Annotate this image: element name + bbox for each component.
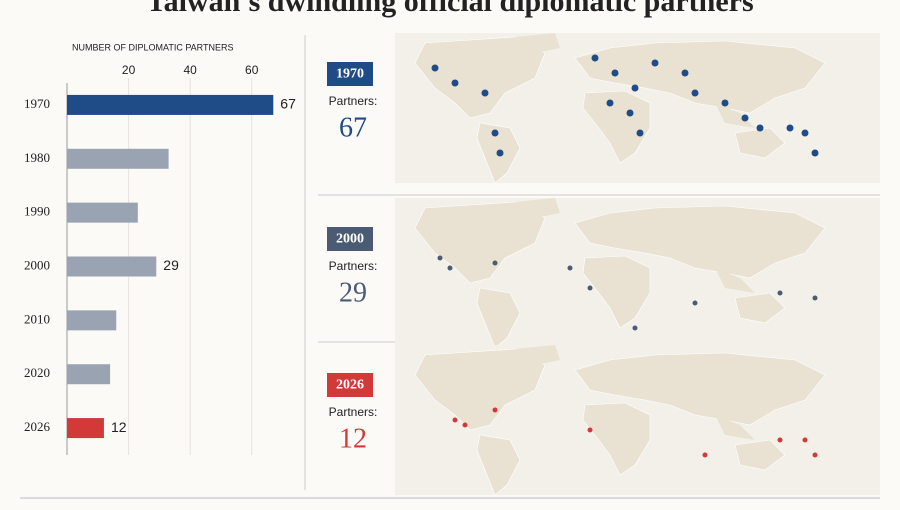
bar (67, 364, 111, 385)
world-map (394, 344, 881, 496)
panel-label: Partners: (329, 94, 378, 108)
partner-marker (786, 124, 794, 132)
panel-value: 67 (339, 112, 367, 143)
panel-label: Partners: (329, 405, 378, 419)
partner-marker (777, 290, 783, 296)
partner-marker (492, 407, 498, 413)
partner-marker (812, 295, 818, 301)
panel-value: 29 (339, 277, 367, 308)
x-tick-label: 60 (245, 63, 259, 77)
x-tick-label: 20 (122, 63, 136, 77)
axis-label: NUMBER OF DIPLOMATIC PARTNERS (72, 42, 234, 52)
partner-marker (431, 64, 439, 72)
partner-marker (481, 89, 489, 97)
partner-marker (691, 89, 699, 97)
partner-marker (811, 149, 819, 157)
partner-marker (452, 417, 458, 423)
partner-marker (631, 84, 639, 92)
partner-marker (802, 437, 808, 443)
partner-marker (692, 300, 698, 306)
panel-year: 2026 (336, 378, 364, 393)
partner-marker (741, 114, 749, 122)
panel-label: Partners: (329, 259, 378, 273)
partner-marker (611, 69, 619, 77)
partner-marker (491, 129, 499, 137)
year-box (327, 227, 373, 251)
partner-marker (451, 79, 459, 87)
partner-marker (587, 427, 593, 433)
y-tick-label: 2000 (24, 257, 50, 272)
partner-marker (702, 452, 708, 458)
bar (67, 202, 138, 223)
panel-year: 1970 (336, 67, 364, 82)
value-label: 12 (111, 419, 127, 435)
partner-marker (651, 59, 659, 67)
panel-year: 2000 (336, 232, 364, 247)
bar (67, 256, 157, 277)
panel-value: 12 (339, 423, 367, 454)
bar (67, 418, 104, 439)
y-tick-label: 1990 (24, 204, 50, 219)
x-tick-label: 40 (183, 63, 197, 77)
partner-marker (591, 54, 599, 62)
world-map (394, 197, 881, 349)
y-tick-label: 1970 (24, 96, 50, 111)
bar (67, 148, 169, 169)
partner-marker (447, 265, 453, 271)
partner-marker (462, 422, 468, 428)
partner-marker (756, 124, 764, 132)
partner-marker (567, 265, 573, 271)
partner-marker (801, 129, 809, 137)
partner-marker (777, 437, 783, 443)
partner-marker (812, 452, 818, 458)
y-tick-label: 2020 (24, 365, 50, 380)
partner-marker (681, 69, 689, 77)
partner-marker (632, 325, 638, 331)
partner-marker (626, 109, 634, 117)
partner-marker (437, 255, 443, 261)
partner-marker (492, 260, 498, 266)
world-map (394, 32, 881, 184)
bar (67, 94, 274, 115)
y-tick-label: 1980 (24, 150, 50, 165)
partner-marker (496, 149, 504, 157)
chart-title: Taiwan's dwindling official diplomatic p… (146, 0, 753, 18)
y-tick-label: 2026 (24, 419, 51, 434)
partner-marker (721, 99, 729, 107)
y-tick-label: 2010 (24, 311, 50, 326)
partner-marker (636, 129, 644, 137)
partner-marker (587, 285, 593, 291)
value-label: 29 (163, 257, 179, 273)
bar (67, 310, 117, 331)
partner-marker (606, 99, 614, 107)
value-label: 67 (280, 96, 296, 112)
year-box (327, 373, 373, 397)
year-box (327, 62, 373, 86)
